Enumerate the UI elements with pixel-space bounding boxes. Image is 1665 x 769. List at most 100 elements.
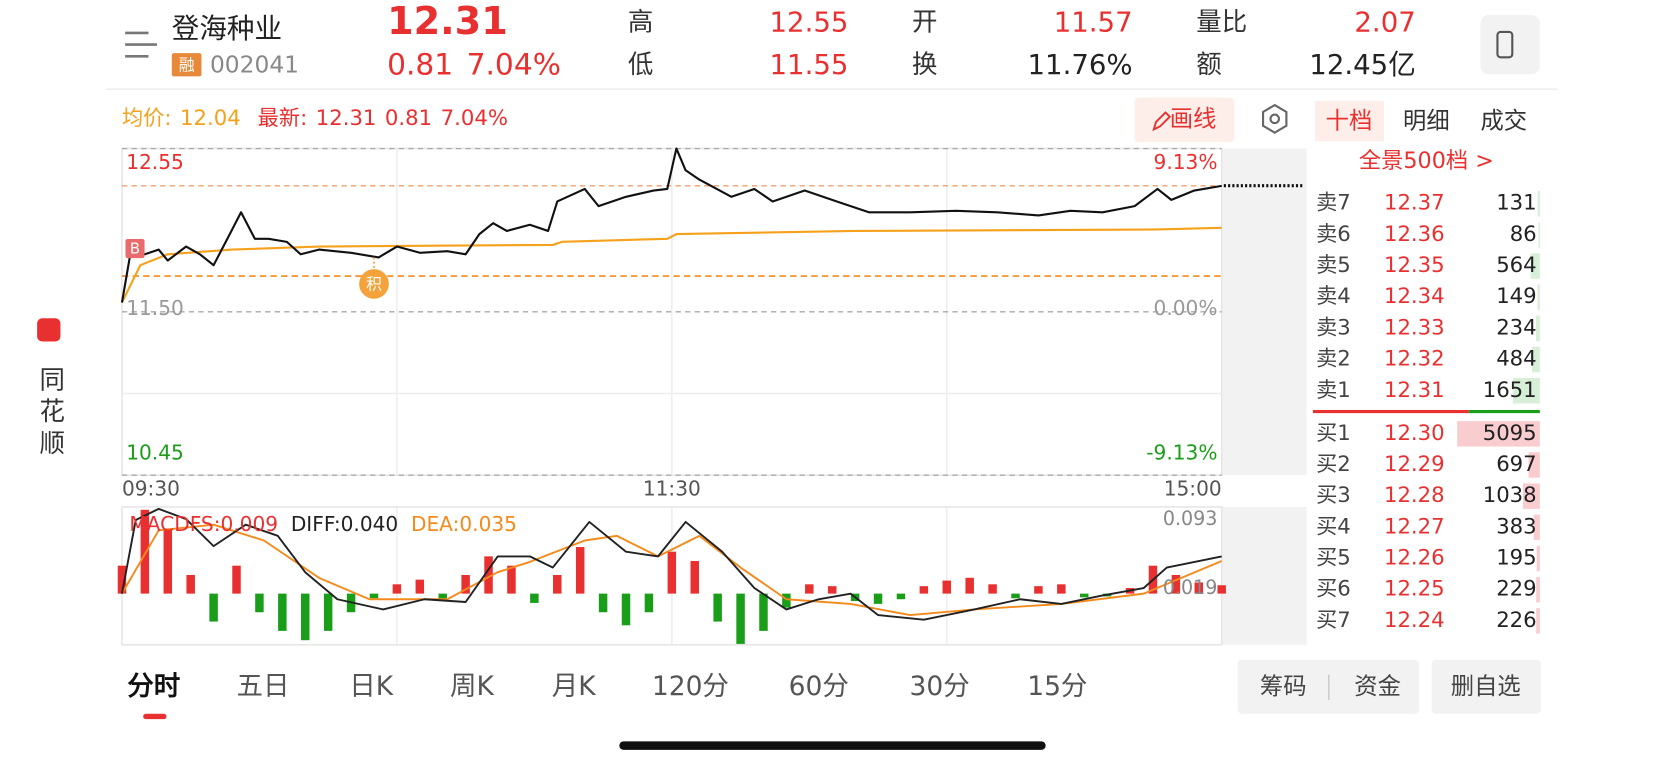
book-price: 12.27 [1384,514,1445,539]
stat-value: 11.55 [770,48,849,81]
macd-bar [896,593,906,600]
book-label: 卖4 [1316,284,1351,309]
book-price: 12.24 [1384,608,1445,633]
macd-bar [782,593,791,608]
macd-bar [644,593,654,613]
marker-bg [125,239,145,259]
macd-bar [1057,584,1066,594]
brand-icon [37,318,61,342]
macd-bar [278,593,287,631]
book-label: 买5 [1316,546,1351,571]
macd-bar [392,584,402,594]
period-tab[interactable]: 60分 [789,671,849,702]
pct-label: 9.13% [1154,150,1218,174]
action-button[interactable]: 资金 [1354,672,1401,700]
period-tab[interactable]: 月K [552,671,597,702]
book-volume: 697 [1496,452,1536,477]
book-volume: 1038 [1483,483,1537,508]
period-tab[interactable]: 30分 [909,671,969,702]
book-volume: 86 [1510,222,1537,247]
book-volume: 383 [1496,514,1536,539]
book-volume: 5095 [1483,421,1537,446]
action-button[interactable]: 筹码 [1260,672,1307,700]
pct-label: 0.00% [1154,296,1218,320]
macd-bar [805,584,814,594]
y-tick-label: 11.50 [126,296,184,320]
draw-button[interactable] [1134,97,1235,143]
after-hours-area [1221,148,1307,476]
macd-bar [988,584,997,594]
period-tab[interactable]: 日K [349,671,394,702]
book-volume: 195 [1496,546,1536,571]
panel-tab[interactable]: 十档 [1326,107,1373,135]
marker-label: B [130,241,140,258]
period-tab[interactable]: 15分 [1027,671,1087,702]
volume-bar [1532,346,1540,373]
volume-bar [1513,378,1540,404]
macd-bar [1011,593,1020,599]
book-volume: 226 [1496,608,1536,633]
price-change: 0.81 [387,47,453,82]
macd-tick-label: 0.093 [1163,508,1218,530]
stat-value: 11.76% [1028,48,1133,81]
panel-tab[interactable]: 明细 [1403,107,1450,135]
book-label: 卖5 [1316,253,1351,278]
macd-bar [209,593,218,622]
book-label: 买1 [1316,421,1351,446]
action-button[interactable]: 删自选 [1451,672,1521,700]
period-tab[interactable]: 周K [450,671,495,702]
device-icon [1496,30,1514,59]
stat-value: 12.45亿 [1309,48,1415,81]
x-tick-label: 09:30 [122,477,180,501]
macd-bar [1194,582,1204,594]
volume-bar [1530,253,1540,279]
book-volume: 229 [1496,577,1536,602]
volume-bar [1528,452,1540,478]
settings-icon[interactable] [1262,103,1288,134]
macd-bar [323,593,333,631]
panel-tab[interactable]: 成交 [1480,107,1527,135]
home-indicator [619,741,1046,750]
full-depth-link[interactable]: 全景500档 > [1359,148,1494,174]
book-volume: 131 [1496,191,1536,216]
device-button[interactable] [1480,14,1540,75]
volume-bar [1536,576,1540,603]
macd-bar [255,593,264,613]
macd-bar [369,593,379,599]
period-tab[interactable]: 五日 [237,671,290,702]
book-volume: 149 [1496,284,1536,309]
macd-bar [553,574,562,594]
book-price: 12.34 [1384,284,1445,309]
brand-name: 同花顺 [35,366,65,461]
volume-bar [1536,545,1540,572]
settings-icon-dot [1269,113,1281,125]
macd-bar [621,593,631,626]
x-tick-label: 11:30 [643,477,701,501]
stock-name: 登海种业 [172,12,282,45]
macd-legend-item: MACDFS:0.009 [129,512,278,536]
draw-button-label[interactable]: 画线 [1170,104,1217,132]
dea-line [121,523,1223,617]
volume-bar [1536,608,1540,634]
macd-bar [1171,574,1181,594]
stat-label: 额 [1196,50,1221,80]
book-price: 12.25 [1384,577,1445,602]
macd-bar [575,547,585,594]
active-tab-bg [1315,100,1384,142]
book-price: 12.32 [1384,347,1445,372]
menu-icon[interactable] [125,31,157,58]
y-tick-label: 12.55 [126,150,184,174]
book-label: 卖2 [1316,347,1351,372]
info-item: 0.81 [385,106,432,131]
macd-bar [1034,586,1043,594]
macd-tick-label: 0.019 [1163,577,1218,599]
macd-bar [232,565,241,594]
margin-tag: 融 [179,55,195,74]
period-tab[interactable]: 分时 [127,671,180,702]
period-tab[interactable]: 120分 [652,671,729,702]
book-price: 12.35 [1384,253,1445,278]
book-label: 卖7 [1316,191,1351,216]
macd-bar [140,509,150,594]
